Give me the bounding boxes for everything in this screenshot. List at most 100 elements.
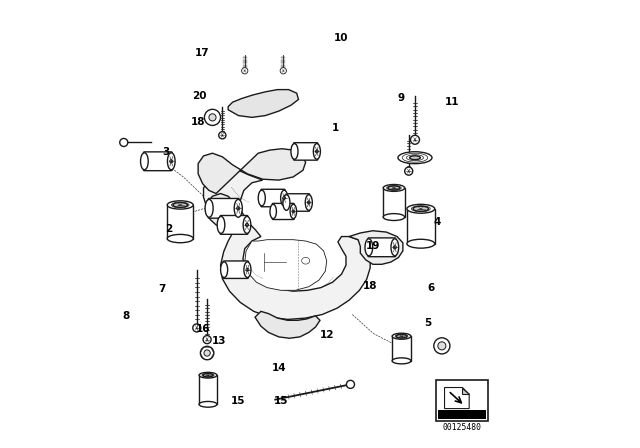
Bar [199,375,217,404]
Ellipse shape [204,109,221,125]
FancyBboxPatch shape [208,198,239,218]
Ellipse shape [292,210,294,213]
Polygon shape [244,240,326,290]
Ellipse shape [413,206,429,211]
Polygon shape [228,90,298,117]
Text: 12: 12 [319,330,334,340]
Ellipse shape [407,204,435,213]
Ellipse shape [217,216,225,233]
Text: 00125480: 00125480 [442,423,481,432]
Text: 7: 7 [159,284,166,294]
Ellipse shape [307,201,310,204]
Text: 19: 19 [365,241,380,250]
Ellipse shape [167,234,193,243]
Ellipse shape [398,152,432,164]
Ellipse shape [305,194,312,210]
Ellipse shape [434,338,450,354]
FancyBboxPatch shape [143,152,172,171]
Ellipse shape [209,114,216,121]
Text: 18: 18 [363,281,378,291]
FancyBboxPatch shape [223,261,248,278]
Polygon shape [463,388,469,394]
Text: 3: 3 [162,147,169,157]
Text: 2: 2 [165,224,172,234]
Bar [167,205,193,238]
Ellipse shape [314,143,321,159]
Ellipse shape [410,156,420,159]
Ellipse shape [280,68,287,74]
Ellipse shape [219,132,226,139]
Text: 1: 1 [332,123,339,133]
Text: 20: 20 [192,91,206,101]
Ellipse shape [290,204,296,219]
Text: 18: 18 [191,117,205,127]
Text: 4: 4 [434,217,441,227]
Ellipse shape [396,335,407,338]
FancyBboxPatch shape [368,238,396,257]
Ellipse shape [120,138,128,146]
Ellipse shape [410,135,419,144]
Ellipse shape [258,190,266,206]
Polygon shape [205,194,236,228]
Ellipse shape [199,372,217,378]
Ellipse shape [283,194,290,210]
Ellipse shape [237,207,240,210]
Ellipse shape [246,224,248,226]
Ellipse shape [383,185,404,191]
Ellipse shape [203,336,211,344]
Text: 9: 9 [397,93,404,103]
Ellipse shape [388,186,400,190]
Text: 6: 6 [428,283,435,293]
Bar [436,380,488,421]
Ellipse shape [243,216,251,233]
Ellipse shape [221,262,228,277]
Polygon shape [445,388,469,409]
Text: 13: 13 [212,336,227,346]
Text: 17: 17 [195,48,210,58]
Ellipse shape [291,143,298,159]
Text: 16: 16 [195,324,210,334]
Ellipse shape [193,324,201,332]
Text: 10: 10 [334,33,349,43]
Ellipse shape [365,239,372,256]
Polygon shape [204,168,370,319]
FancyBboxPatch shape [285,194,310,211]
Polygon shape [349,231,403,264]
Ellipse shape [407,239,435,248]
Ellipse shape [283,197,285,199]
Ellipse shape [205,199,213,217]
FancyBboxPatch shape [220,215,248,234]
Bar [392,336,411,361]
Bar [438,410,486,419]
Ellipse shape [383,214,404,220]
Text: 15: 15 [231,396,246,406]
Ellipse shape [392,333,411,339]
Ellipse shape [394,246,396,249]
Ellipse shape [270,204,276,219]
Text: 5: 5 [424,318,431,327]
Ellipse shape [204,350,210,356]
Bar [407,209,435,244]
Ellipse shape [316,150,318,153]
Ellipse shape [167,201,193,209]
Ellipse shape [141,153,148,170]
Ellipse shape [168,153,175,170]
Ellipse shape [280,190,288,206]
Text: 8: 8 [123,311,130,321]
Ellipse shape [173,202,188,207]
Text: 15: 15 [273,396,288,406]
FancyBboxPatch shape [261,189,285,207]
Ellipse shape [244,262,251,277]
Ellipse shape [234,199,243,217]
Ellipse shape [203,374,213,377]
Ellipse shape [404,167,413,175]
Ellipse shape [246,268,249,271]
Ellipse shape [242,68,248,74]
FancyBboxPatch shape [294,142,317,160]
Bar [383,188,404,217]
Text: 11: 11 [445,97,460,107]
FancyBboxPatch shape [272,203,294,220]
Ellipse shape [346,380,355,388]
Text: 14: 14 [271,363,286,373]
Ellipse shape [199,401,217,407]
